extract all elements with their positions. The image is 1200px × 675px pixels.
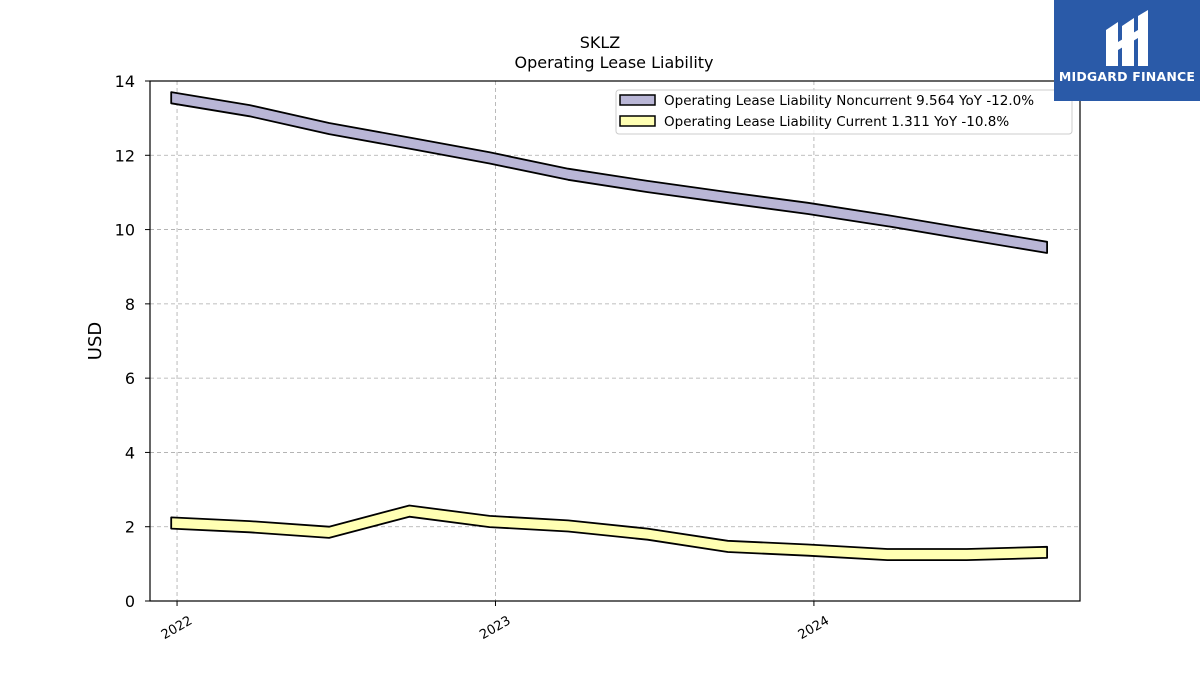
logo-text: MIDGARD FINANCE bbox=[1058, 69, 1196, 84]
series-band-noncurrent bbox=[170, 91, 1048, 254]
chart-title: SKLZ bbox=[580, 33, 621, 52]
x-axis: 2022 2023 2024 bbox=[159, 601, 832, 643]
y-tick-label: 4 bbox=[125, 443, 135, 462]
legend-swatch-current bbox=[619, 115, 656, 127]
y-tick-label: 6 bbox=[125, 369, 135, 388]
x-tick-label: 2024 bbox=[796, 613, 832, 643]
y-tick-label: 2 bbox=[125, 518, 135, 537]
y-tick-label: 10 bbox=[115, 221, 135, 240]
plot-frame bbox=[149, 80, 1081, 602]
series-band-current bbox=[170, 504, 1048, 561]
legend-box bbox=[615, 89, 1073, 135]
y-tick-label: 12 bbox=[115, 146, 135, 165]
x-tick-label: 2022 bbox=[159, 613, 195, 643]
y-axis: 0 2 4 6 8 10 12 14 bbox=[115, 72, 150, 611]
y-tick-label: 8 bbox=[125, 295, 135, 314]
legend-swatch-noncurrent bbox=[619, 94, 656, 106]
y-axis-label: USD bbox=[85, 322, 106, 360]
y-tick-label: 14 bbox=[115, 72, 135, 91]
series-layer bbox=[170, 91, 1048, 561]
logo-mark-icon bbox=[1106, 10, 1148, 66]
x-tick-label: 2023 bbox=[477, 613, 513, 643]
legend-label-noncurrent: Operating Lease Liability Noncurrent 9.5… bbox=[664, 93, 1034, 109]
grid bbox=[150, 80, 1080, 602]
legend-label-current: Operating Lease Liability Current 1.311 … bbox=[664, 114, 1009, 130]
legend: Operating Lease Liability Noncurrent 9.5… bbox=[615, 89, 1073, 135]
y-tick-label: 0 bbox=[125, 592, 135, 611]
brand-logo: MIDGARD FINANCE bbox=[1054, 0, 1200, 101]
chart-subtitle: Operating Lease Liability bbox=[514, 53, 713, 72]
